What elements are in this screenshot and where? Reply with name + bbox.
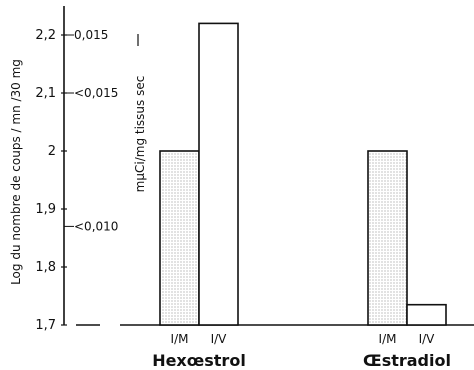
bar-label: I/M [171, 332, 189, 346]
y-tick-label: 2 [48, 144, 56, 159]
bar-labels: I/M I/V I/M I/V [171, 332, 436, 346]
bar-2-im [367, 150, 408, 326]
y-tick-label: 2,2 [35, 28, 56, 43]
bars [159, 22, 447, 326]
bar-label: I/V [211, 332, 228, 346]
y-tick-label: 1,9 [35, 202, 56, 217]
group-label: Œstradiol [363, 351, 451, 370]
axes [63, 6, 474, 326]
secondary-tick-label: 0,015 [74, 28, 108, 42]
y-tick-label: 1,7 [35, 318, 56, 333]
bar-2-iv [406, 303, 447, 326]
group-label: Hexœstrol [152, 351, 246, 370]
secondary-y-axis-label: mµCi/mg tissus sec [133, 76, 147, 193]
secondary-tick-label: <0,010 [74, 219, 118, 233]
y-axis-label: Log du nombre de coups / mn /30 mg [9, 59, 23, 285]
bar-label: I/V [419, 332, 436, 346]
group-labels: Hexœstrol Œstradiol [152, 351, 451, 370]
y-tick-labels: 2,32,22,121,91,81,7 [35, 28, 67, 333]
bar-1-im [159, 150, 200, 326]
bar-label: I/M [379, 332, 397, 346]
y-tick-label: 2,1 [35, 86, 56, 101]
bar-1-iv [198, 22, 239, 326]
y-tick-label: 1,8 [35, 260, 56, 275]
secondary-tick-label: <0,015 [74, 86, 118, 100]
secondary-tick-labels: 0,0190,015<0,015<0,010 [64, 28, 118, 233]
